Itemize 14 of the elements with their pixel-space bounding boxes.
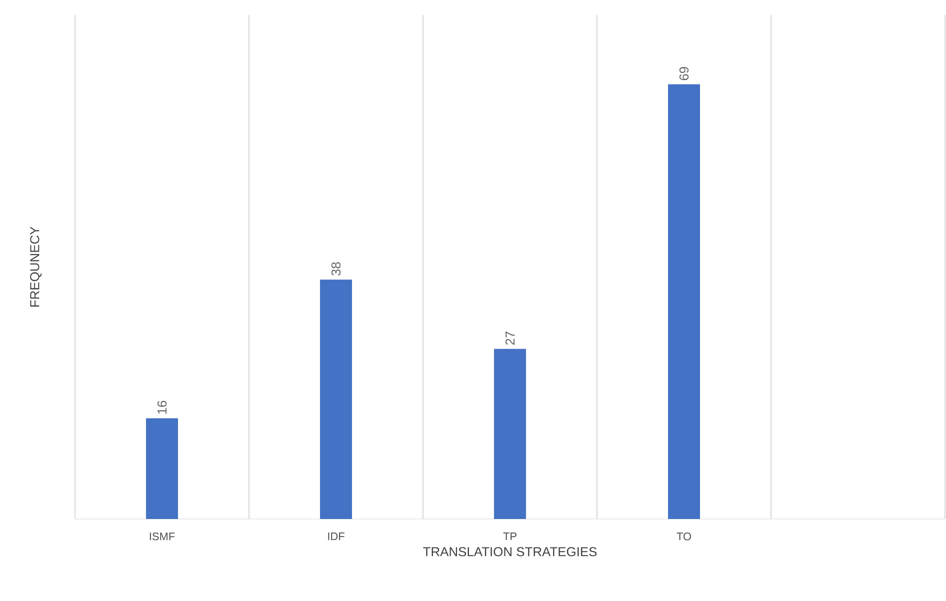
x-tick-label: IDF (328, 532, 344, 540)
data-label: 69 (679, 66, 689, 80)
data-label: 27 (505, 332, 515, 345)
x-axis-title: TRANSLATION STRATEGIES (423, 547, 597, 556)
bar (320, 280, 352, 519)
bar (146, 418, 178, 519)
x-tick-label: TP (503, 532, 516, 540)
data-label: 38 (331, 262, 341, 276)
bar (668, 84, 700, 519)
bar (494, 348, 526, 519)
y-axis-title: FREQUNECY (30, 226, 42, 307)
x-tick-label: TO (676, 532, 691, 540)
data-label: 16 (157, 400, 167, 414)
x-tick-label: ISMF (150, 532, 175, 540)
